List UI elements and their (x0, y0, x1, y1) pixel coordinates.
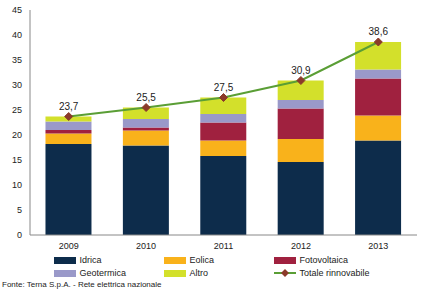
svg-text:35: 35 (12, 55, 22, 65)
svg-text:20: 20 (12, 130, 22, 140)
svg-text:2013: 2013 (368, 241, 388, 251)
html-text:Geotermica: Geotermica (79, 268, 126, 278)
html-text:Eolica: Eolica (189, 255, 214, 265)
svg-text:2010: 2010 (136, 241, 156, 251)
html-text:Altro: Altro (189, 268, 208, 278)
svg-text:27,5: 27,5 (214, 82, 234, 93)
svg-text:23,7: 23,7 (59, 101, 79, 112)
svg-text:15: 15 (12, 155, 22, 165)
svg-text:5: 5 (17, 205, 22, 215)
html-text:Fotovoltaica: Fotovoltaica (299, 255, 348, 265)
svg-text:40: 40 (12, 30, 22, 40)
svg-text:30: 30 (12, 80, 22, 90)
svg-text:2011: 2011 (214, 241, 233, 251)
html-text:Totale rinnovabile: Totale rinnovabile (299, 268, 370, 278)
svg-text:45: 45 (12, 5, 22, 15)
svg-text:25: 25 (12, 105, 22, 115)
svg-text:30,9: 30,9 (291, 65, 311, 76)
svg-text:25,5: 25,5 (136, 92, 156, 103)
svg-text:10: 10 (12, 180, 22, 190)
svg-text:2012: 2012 (291, 241, 311, 251)
html-text:Idrica: Idrica (79, 255, 102, 265)
html-text:Fonte: Terna S.p.A. - Rete ele: Fonte: Terna S.p.A. - Rete elettrica naz… (2, 280, 162, 289)
svg-text:38,6: 38,6 (369, 26, 389, 37)
svg-text:2009: 2009 (59, 241, 79, 251)
svg-text:0: 0 (17, 230, 22, 240)
